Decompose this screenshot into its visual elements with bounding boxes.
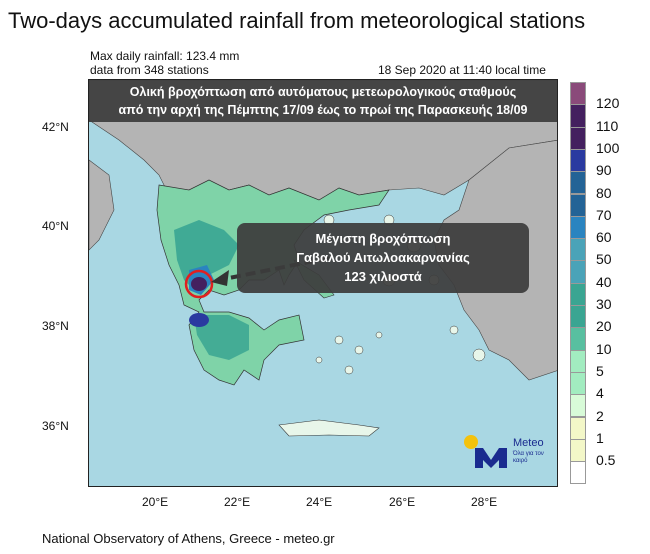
callout-line-2: Γαβαλού Αιτωλοακαρνανίας <box>296 250 470 265</box>
max-rainfall-marker <box>184 269 214 299</box>
colorbar-label: 80 <box>596 184 612 201</box>
lat-tick-label: 40°N <box>42 219 69 233</box>
logo-tagline: Όλα για τον καιρό <box>513 451 544 464</box>
colorbar-segment <box>570 327 586 351</box>
lon-tick-label: 20°E <box>142 495 169 509</box>
colorbar-label: 70 <box>596 206 612 223</box>
rain-medium-peloponnese <box>194 315 249 360</box>
colorbar-label: 60 <box>596 229 612 246</box>
max-rainfall-callout: Μέγιστη βροχόπτωση Γαβαλού Αιτωλοακαρναν… <box>237 223 529 293</box>
rain-max-core <box>191 277 207 291</box>
colorbar-label: 2 <box>596 407 604 424</box>
colorbar-label: 20 <box>596 318 612 335</box>
colorbar-label: 40 <box>596 273 612 290</box>
colorbar-segment <box>570 305 586 329</box>
colorbar-label: 0.5 <box>596 452 616 469</box>
colorbar-label: 90 <box>596 162 612 179</box>
colorbar-segment <box>570 282 586 306</box>
colorbar-segment <box>570 148 586 173</box>
meteo-logo <box>464 435 507 468</box>
colorbar-segment <box>570 215 586 240</box>
colorbar-segment <box>570 193 586 217</box>
colorbar-segment <box>570 349 586 373</box>
colorbar-segment <box>570 260 586 284</box>
colorbar-label: 120 <box>596 95 620 112</box>
colorbar-segment <box>570 238 586 262</box>
colorbar-segment <box>570 394 586 418</box>
figure-title: Two-days accumulated rainfall from meteo… <box>8 8 586 33</box>
map-area: Ολική βροχόπτωση από αυτόματους μετεωρολ… <box>88 79 558 487</box>
colorbar-segment <box>570 82 586 106</box>
colorbar-segment <box>570 461 586 485</box>
callout-line-1: Μέγιστη βροχόπτωση <box>315 231 451 246</box>
colorbar-label: 4 <box>596 385 604 402</box>
rain-max-peloponnese <box>189 313 209 327</box>
colorbar-segment <box>570 104 586 128</box>
colorbar-segment <box>570 126 586 150</box>
lat-tick-label: 42°N <box>42 120 69 134</box>
colorbar-label: 50 <box>596 251 612 268</box>
colorbar-segment <box>570 438 586 463</box>
colorbar-label: 110 <box>596 117 619 134</box>
stations-count-text: data from 348 stations <box>90 63 209 77</box>
arrow-head <box>211 270 229 286</box>
banner-line-1: Ολική βροχόπτωση από αυτόματους μετεωρολ… <box>129 85 517 99</box>
colorbar-label: 30 <box>596 296 612 312</box>
crete-island <box>278 419 380 437</box>
timestamp-text: 18 Sep 2020 at 11:40 local time <box>378 63 546 77</box>
lon-tick-label: 22°E <box>224 495 251 509</box>
colorbar-segment <box>570 171 586 195</box>
info-banner: Ολική βροχόπτωση από αυτόματους μετεωρολ… <box>89 80 557 122</box>
lat-tick-label: 38°N <box>42 319 69 333</box>
lon-tick-label: 26°E <box>389 495 416 509</box>
logo-name: Meteo <box>513 437 544 449</box>
lon-tick-label: 28°E <box>471 495 498 509</box>
colorbar-segment <box>570 371 586 396</box>
colorbar-segment <box>570 416 586 440</box>
colorbar-label: 10 <box>596 340 612 357</box>
lon-tick-label: 24°E <box>306 495 333 509</box>
colorbar-label: 100 <box>596 139 620 156</box>
banner-line-2: από την αρχή της Πέμπτης 17/09 έως το πρ… <box>118 103 528 117</box>
colorbar-label: 5 <box>596 362 604 379</box>
lat-tick-label: 36°N <box>42 419 69 433</box>
footer-credit: National Observatory of Athens, Greece -… <box>42 531 335 546</box>
italy-land <box>89 159 115 251</box>
colorbar-label: 1 <box>596 429 604 446</box>
max-rainfall-text: Max daily rainfall: 123.4 mm <box>90 49 240 63</box>
callout-line-3: 123 χιλιοστά <box>344 269 422 284</box>
